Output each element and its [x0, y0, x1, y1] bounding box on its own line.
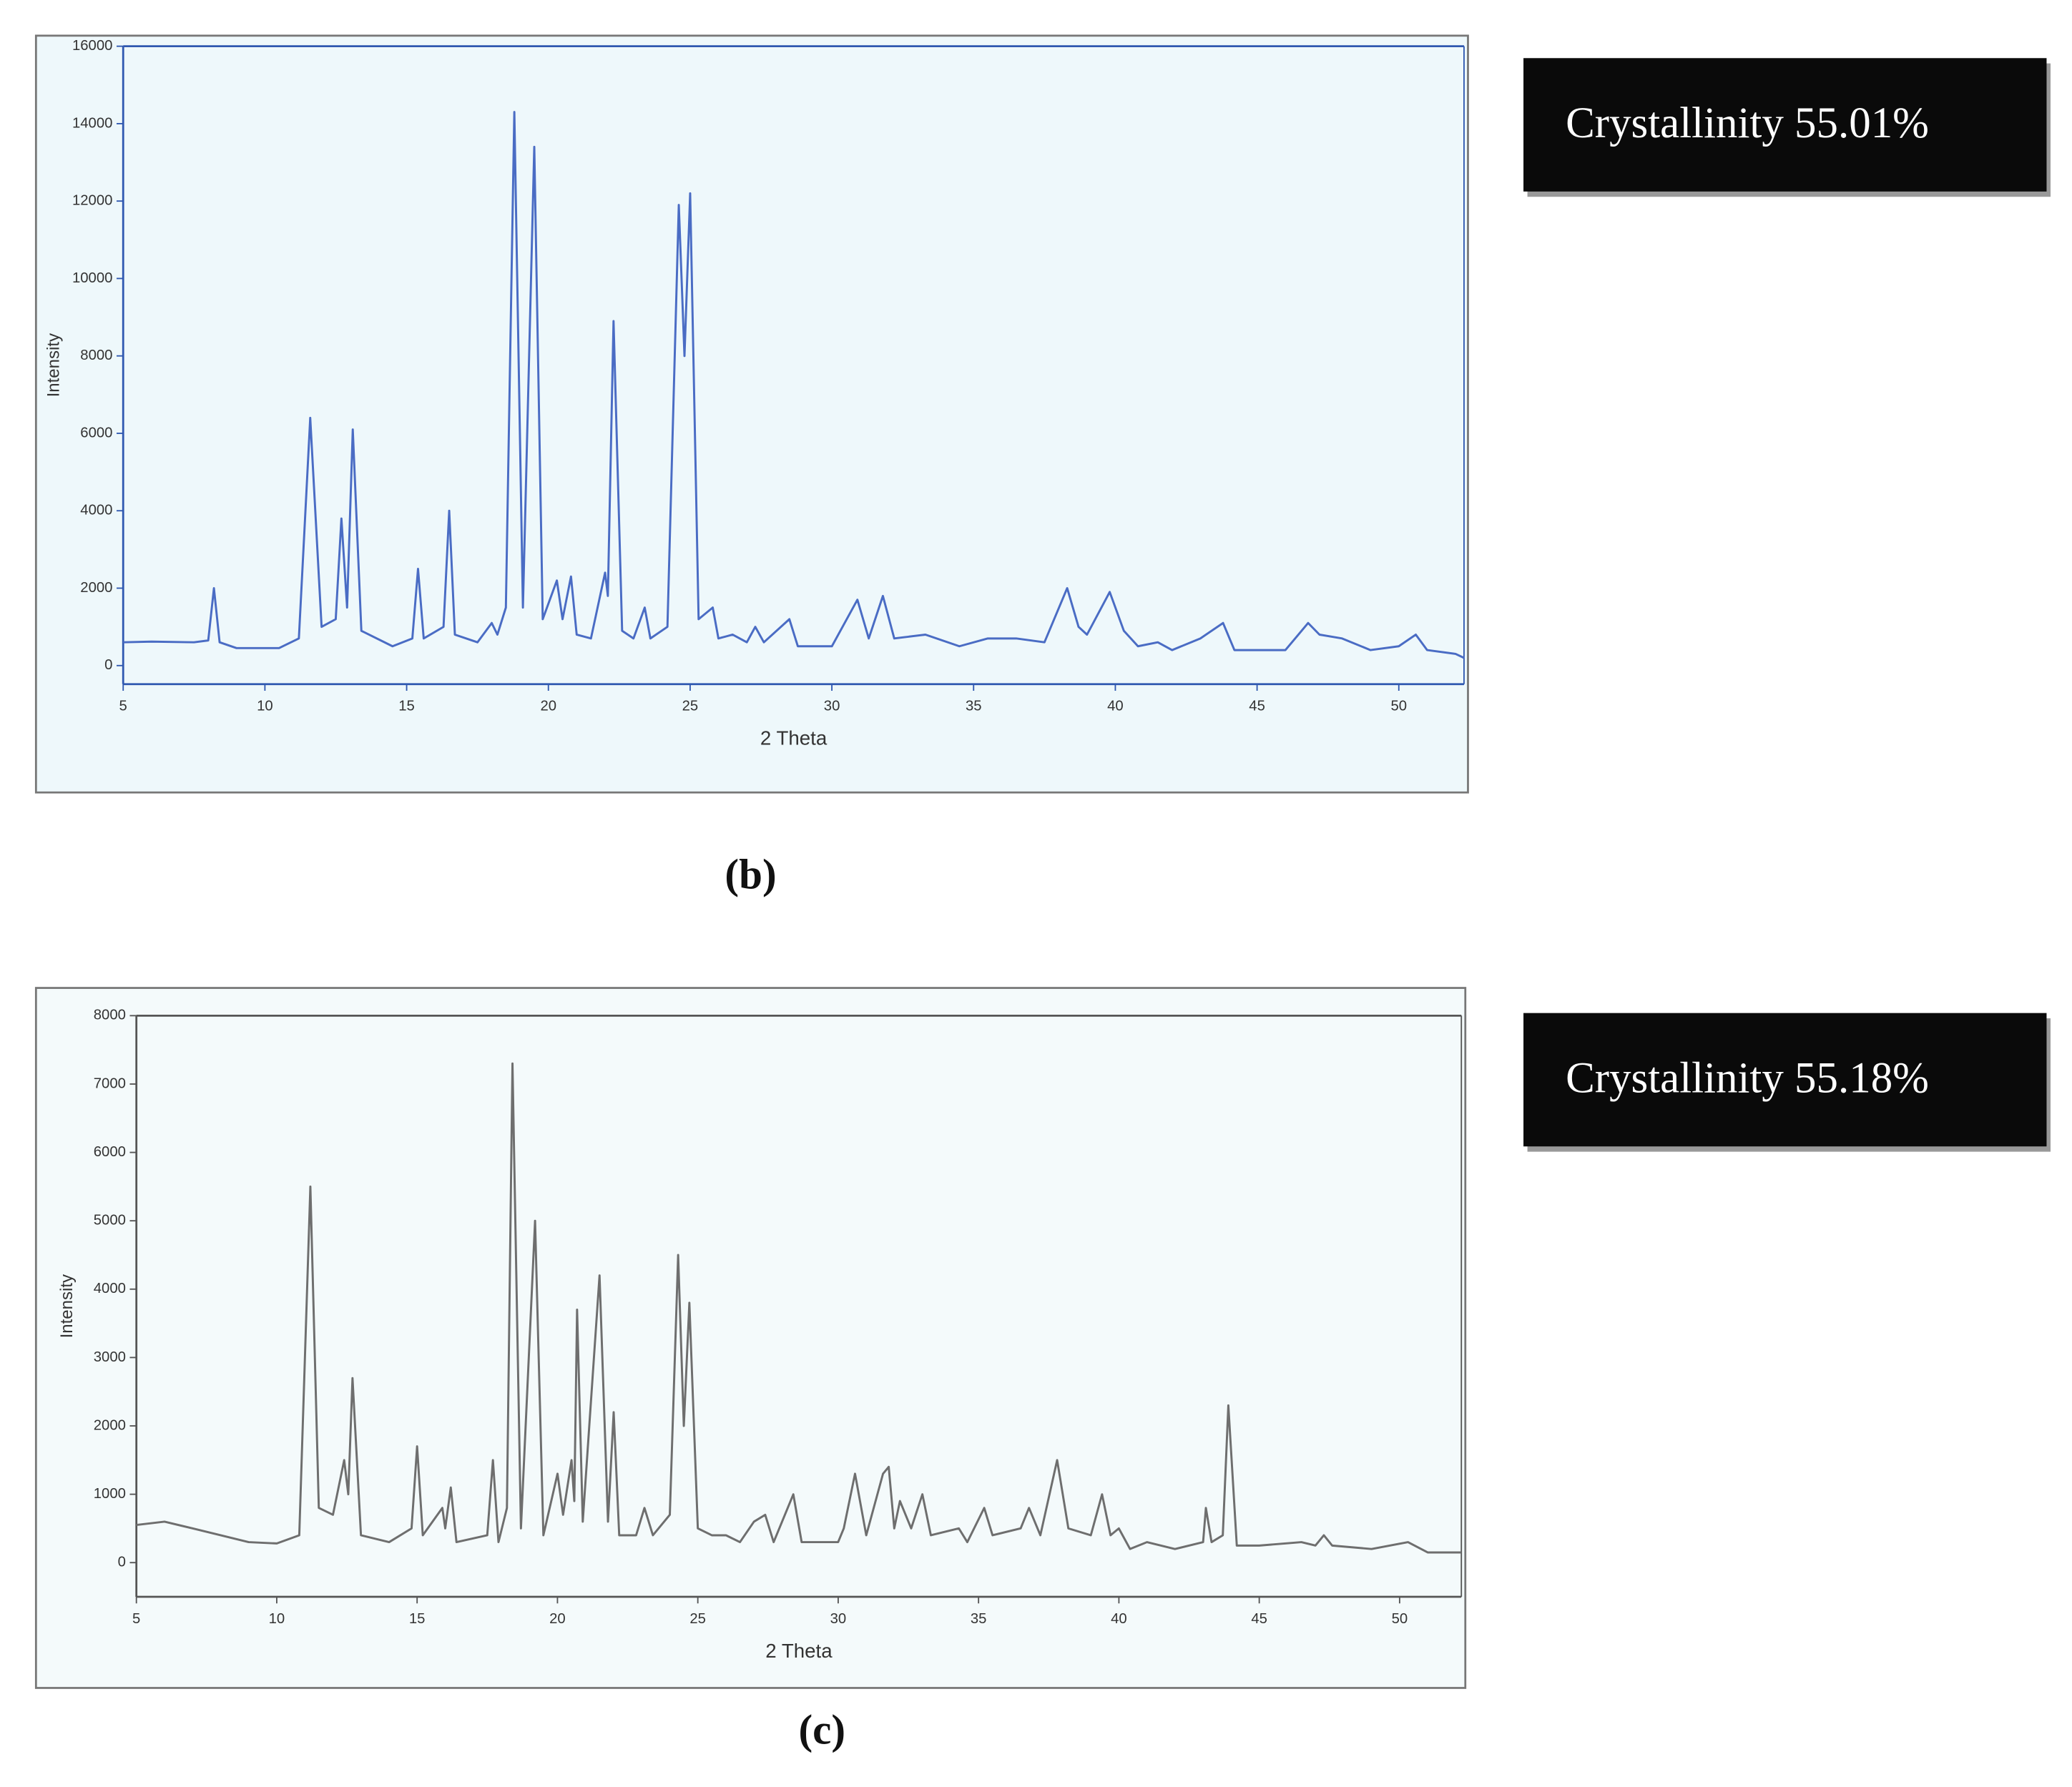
x-tick-label: 25 — [682, 699, 699, 714]
y-tick-label: 8000 — [94, 1008, 126, 1023]
x-tick-label: 5 — [119, 699, 127, 714]
x-tick-label: 5 — [132, 1611, 140, 1627]
annotation-box — [1523, 58, 2047, 192]
y-tick-label: 3000 — [94, 1349, 126, 1365]
x-tick-label: 40 — [1111, 1611, 1127, 1627]
y-tick-label: 4000 — [94, 1281, 126, 1296]
y-tick-label: 6000 — [94, 1144, 126, 1160]
y-tick-label: 2000 — [94, 1417, 126, 1433]
y-tick-label: 6000 — [80, 425, 112, 440]
x-tick-label: 35 — [966, 699, 982, 714]
y-axis-label: Intensity — [57, 1274, 77, 1338]
x-tick-label: 15 — [409, 1611, 426, 1627]
x-tick-label: 45 — [1251, 1611, 1267, 1627]
xrd-line — [136, 1062, 1462, 1554]
annotation: Crystallinity 55.18% — [1566, 1055, 1929, 1103]
panel-label: (c) — [798, 1706, 845, 1753]
x-tick-label: 30 — [830, 1611, 847, 1627]
x-tick-label: 20 — [540, 699, 556, 714]
x-tick-label: 25 — [689, 1611, 706, 1627]
y-tick-label: 7000 — [94, 1075, 126, 1091]
y-tick-label: 0 — [118, 1555, 126, 1570]
x-tick-label: 20 — [549, 1611, 566, 1627]
y-tick-label: 16000 — [72, 38, 112, 54]
y-tick-label: 0 — [104, 657, 112, 673]
x-tick-label: 45 — [1249, 699, 1265, 714]
y-tick-label: 5000 — [94, 1213, 126, 1229]
y-tick-label: 10000 — [72, 270, 112, 286]
y-tick-label: 8000 — [80, 348, 112, 363]
y-tick-label: 1000 — [94, 1486, 126, 1502]
y-tick-label: 4000 — [80, 503, 112, 518]
x-axis-label: 2 Theta — [765, 1640, 833, 1662]
y-tick-label: 14000 — [72, 115, 112, 131]
x-tick-label: 30 — [824, 699, 840, 714]
x-axis-label: 2 Theta — [760, 727, 828, 749]
chart-frame — [34, 34, 1469, 794]
annotation-box — [1523, 1013, 2047, 1147]
chart-frame — [34, 987, 1467, 1689]
x-tick-label: 35 — [971, 1611, 987, 1627]
annotation: Crystallinity 55.01% — [1566, 99, 1929, 147]
y-tick-label: 12000 — [72, 193, 112, 209]
x-tick-label: 10 — [257, 699, 273, 714]
x-tick-label: 10 — [269, 1611, 285, 1627]
x-tick-label: 50 — [1392, 1611, 1408, 1627]
panel-label: (b) — [725, 850, 776, 897]
x-tick-label: 50 — [1390, 699, 1407, 714]
y-tick-label: 2000 — [80, 580, 112, 596]
y-axis-label: Intensity — [44, 333, 64, 397]
x-tick-label: 15 — [398, 699, 415, 714]
x-tick-label: 40 — [1107, 699, 1124, 714]
xrd-line — [123, 111, 1465, 659]
